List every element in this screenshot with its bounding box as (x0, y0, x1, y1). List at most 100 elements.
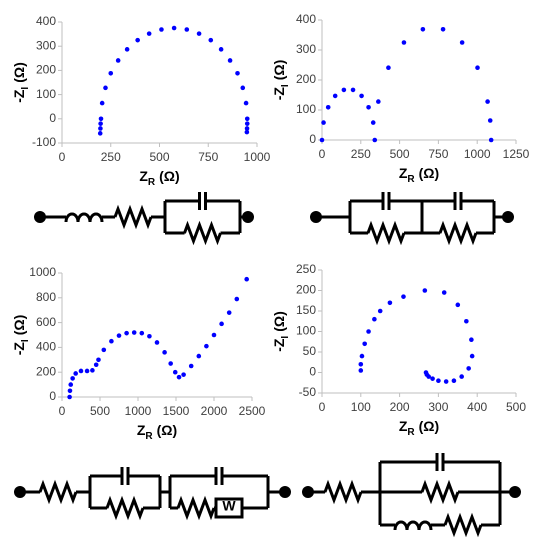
data-point (124, 47, 130, 52)
data-point (103, 85, 108, 91)
data-point (168, 361, 173, 366)
label-unit: (Ω) (271, 60, 287, 81)
y-tick-label: 600 (36, 315, 56, 329)
data-point (372, 316, 377, 322)
data-point (443, 379, 449, 384)
data-point (422, 288, 428, 293)
x-axis-label: ZR (Ω) (399, 165, 439, 185)
data-point (451, 378, 457, 384)
data-point (204, 343, 209, 349)
data-point (211, 332, 217, 338)
data-point (240, 85, 246, 91)
y-tick-label: 100 (36, 87, 56, 101)
x-tick-label: 500 (390, 147, 410, 161)
data-point (359, 93, 364, 99)
x-axis-label: ZR (Ω) (137, 422, 177, 442)
label-main: Z (399, 418, 408, 434)
x-tick-label: 100 (351, 400, 371, 414)
circuit-wires (20, 192, 515, 538)
data-point (362, 341, 367, 347)
label-main: -Z (271, 338, 287, 352)
y-tick-label: 300 (36, 38, 56, 52)
data-point (234, 296, 240, 302)
data-point (325, 105, 331, 110)
y-tick-label: 0 (49, 111, 56, 125)
data-point (181, 372, 186, 377)
x-tick-label: 250 (101, 150, 121, 164)
data-point (116, 333, 122, 338)
data-point (244, 276, 249, 282)
data-point (401, 294, 406, 299)
data-point (244, 121, 250, 126)
data-point (99, 100, 105, 106)
data-point (359, 353, 365, 359)
warburg-label: W (222, 498, 236, 514)
x-tick-label: 400 (467, 400, 487, 414)
x-tick-label: 500 (506, 400, 526, 414)
y-tick-label: 200 (36, 63, 56, 77)
label-unit: (Ω) (419, 165, 440, 181)
data-point (423, 370, 429, 375)
label-main: -Z (11, 342, 27, 356)
data-point (332, 93, 338, 99)
data-point (235, 71, 240, 76)
data-point (139, 330, 145, 336)
data-point (67, 394, 72, 400)
data-point (372, 137, 378, 143)
y-tick-label: 150 (296, 303, 316, 317)
data-point (243, 100, 249, 106)
data-point (109, 338, 114, 344)
y-axis-label: -ZI (Ω) (11, 315, 31, 356)
x-tick-label: 500 (149, 150, 169, 164)
y-tick-label: 250 (296, 262, 316, 276)
x-tick-label: 2000 (201, 404, 228, 418)
y-tick-label: -100 (32, 135, 56, 149)
label-sub: R (145, 431, 153, 442)
x-tick-label: 200 (390, 400, 410, 414)
data-point (459, 374, 464, 379)
data-point (475, 65, 480, 70)
data-point (97, 131, 103, 136)
label-unit: (Ω) (419, 418, 440, 434)
label-unit: (Ω) (271, 311, 287, 332)
y-tick-label: 0 (49, 389, 56, 403)
data-point (487, 118, 493, 123)
data-point (469, 353, 475, 359)
data-point (430, 376, 435, 381)
data-point (358, 362, 364, 367)
x-tick-label: 750 (428, 147, 448, 161)
x-tick-label: 0 (319, 400, 326, 414)
y-tick-label: 100 (296, 102, 316, 116)
x-tick-label: 250 (351, 147, 371, 161)
x-tick-label: 2500 (239, 404, 266, 418)
x-tick-label: 750 (198, 150, 218, 164)
data-point (135, 37, 140, 43)
label-main: Z (139, 168, 148, 184)
data-point (387, 300, 393, 306)
data-point (366, 329, 371, 334)
data-point (188, 363, 194, 369)
y-axis-label: -ZI (Ω) (271, 60, 291, 101)
y-tick-label: 400 (36, 14, 56, 28)
data-point (90, 368, 95, 373)
y-tick-label: 100 (296, 324, 316, 338)
x-axis-label: ZR (Ω) (139, 168, 179, 188)
x-axis-label: ZR (Ω) (399, 418, 439, 438)
data-point (68, 382, 74, 387)
data-point (244, 129, 250, 135)
label-unit: (Ω) (11, 315, 27, 336)
y-tick-label: 1000 (29, 265, 56, 279)
y-axis-label: -ZI (Ω) (271, 311, 291, 352)
x-tick-label: 0 (59, 404, 66, 418)
data-point (147, 333, 152, 339)
y-tick-label: 300 (296, 42, 316, 56)
data-point (154, 340, 160, 345)
x-tick-label: 1000 (464, 147, 491, 161)
y-tick-label: 200 (36, 364, 56, 378)
data-point (196, 353, 202, 359)
x-tick-label: 1000 (125, 404, 152, 418)
label-main: -Z (11, 89, 27, 103)
y-tick-label: 400 (296, 12, 316, 26)
data-point (159, 27, 164, 32)
